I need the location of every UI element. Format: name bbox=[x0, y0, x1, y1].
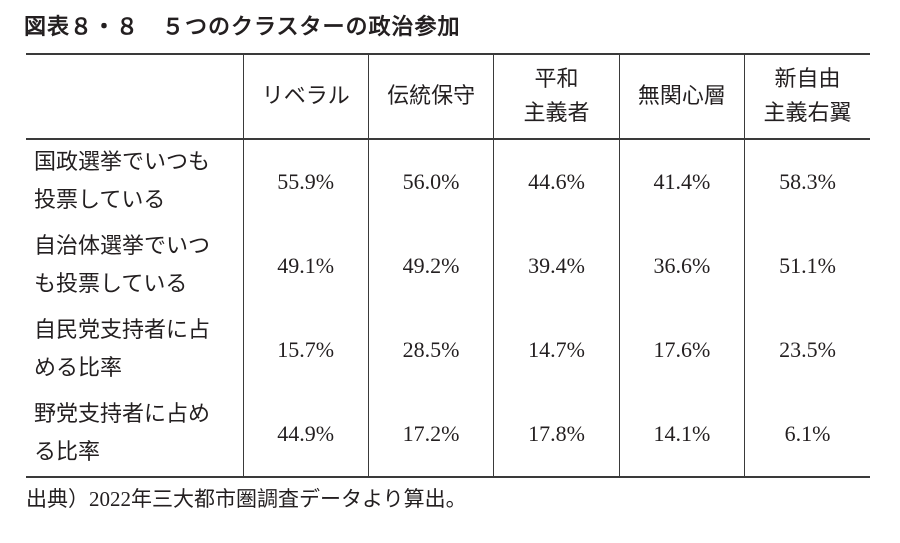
header-row: リベラル 伝統保守 平和 主義者 無関心層 新自由 主義右翼 bbox=[26, 54, 870, 139]
value-cell: 39.4% bbox=[493, 223, 620, 308]
column-header-pacifist: 平和 主義者 bbox=[493, 54, 620, 139]
value-cell: 49.1% bbox=[242, 223, 369, 308]
column-header-traditional-conservative: 伝統保守 bbox=[367, 54, 494, 139]
row-label: 自民党支持者に占 める比率 bbox=[34, 318, 211, 382]
table-row: 野党支持者に占め る比率 44.9% 17.2% 17.8% 14.1% 6.1… bbox=[26, 392, 870, 477]
value-cell: 6.1% bbox=[744, 392, 870, 477]
value-cell: 41.4% bbox=[618, 139, 745, 224]
value-cell: 56.0% bbox=[367, 139, 494, 224]
column-header-liberal: リベラル bbox=[242, 54, 369, 139]
value-cell: 44.9% bbox=[242, 392, 369, 477]
value-cell: 14.1% bbox=[618, 392, 745, 477]
column-header-neoliberal-right: 新自由 主義右翼 bbox=[744, 54, 870, 139]
value-cell: 51.1% bbox=[744, 223, 870, 308]
value-cell: 44.6% bbox=[493, 139, 620, 224]
column-header-apathetic: 無関心層 bbox=[618, 54, 745, 139]
table-row: 国政選挙でいつも 投票している 55.9% 56.0% 44.6% 41.4% … bbox=[26, 139, 870, 224]
value-cell: 28.5% bbox=[367, 308, 494, 393]
political-participation-table: リベラル 伝統保守 平和 主義者 無関心層 新自由 主義右翼 国政選挙でいつも … bbox=[26, 53, 870, 478]
table-row: 自治体選挙でいつ も投票している 49.1% 49.2% 39.4% 36.6%… bbox=[26, 223, 870, 308]
value-cell: 17.6% bbox=[618, 308, 745, 393]
value-cell: 15.7% bbox=[242, 308, 369, 393]
value-cell: 14.7% bbox=[493, 308, 620, 393]
value-cell: 58.3% bbox=[744, 139, 870, 224]
value-cell: 36.6% bbox=[618, 223, 745, 308]
value-cell: 49.2% bbox=[367, 223, 494, 308]
header-corner-cell bbox=[26, 54, 243, 139]
row-label: 国政選挙でいつも 投票している bbox=[34, 149, 211, 213]
value-cell: 17.2% bbox=[367, 392, 494, 477]
value-cell: 17.8% bbox=[493, 392, 620, 477]
source-footnote: 出典）2022年三大都市圏調査データより算出。 bbox=[26, 487, 467, 511]
figure-title: 図表８・８ ５つのクラスターの政治参加 bbox=[24, 15, 461, 40]
row-label: 自治体選挙でいつ も投票している bbox=[34, 233, 211, 297]
value-cell: 23.5% bbox=[744, 308, 870, 393]
row-label: 野党支持者に占め る比率 bbox=[34, 402, 211, 466]
value-cell: 55.9% bbox=[242, 139, 369, 224]
table-row: 自民党支持者に占 める比率 15.7% 28.5% 14.7% 17.6% 23… bbox=[26, 308, 870, 393]
